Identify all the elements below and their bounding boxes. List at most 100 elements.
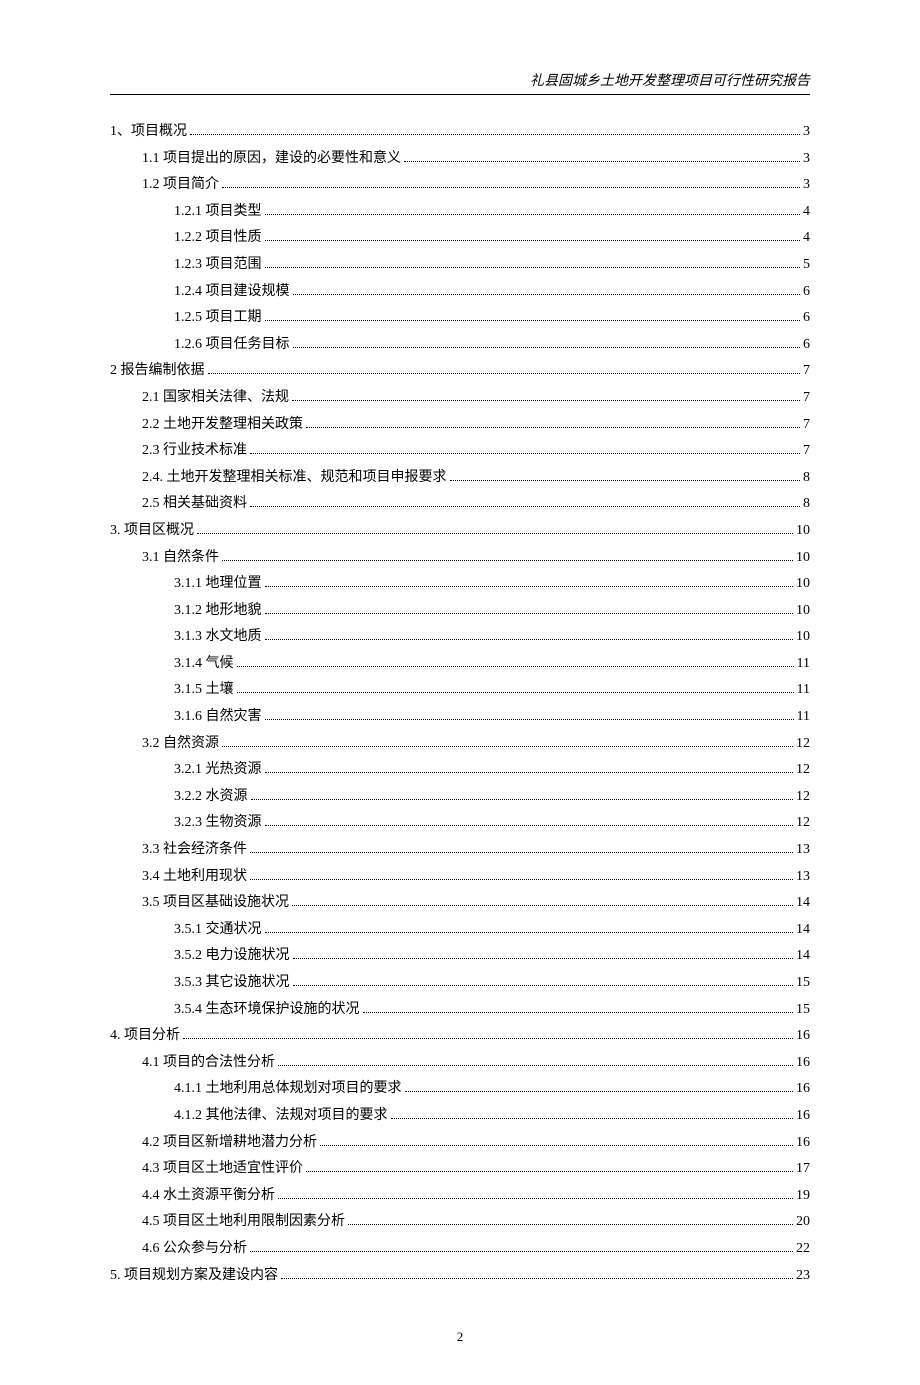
- toc-entry[interactable]: 3.2.1 光热资源12: [110, 757, 810, 784]
- toc-entry[interactable]: 3.5.2 电力设施状况14: [110, 943, 810, 970]
- toc-entry[interactable]: 2.3 行业技术标准7: [110, 438, 810, 465]
- toc-entry[interactable]: 2.4. 土地开发整理相关标准、规范和项目申报要求8: [110, 465, 810, 492]
- toc-entry-label: 1.2.6 项目任务目标: [174, 332, 290, 359]
- toc-entry-page: 12: [796, 784, 810, 811]
- toc-entry[interactable]: 3.5.3 其它设施状况15: [110, 970, 810, 997]
- toc-leader-dots: [391, 1118, 794, 1119]
- toc-entry[interactable]: 2 报告编制依据7: [110, 358, 810, 385]
- toc-leader-dots: [450, 480, 801, 481]
- toc-entry[interactable]: 3.4 土地利用现状13: [110, 864, 810, 891]
- document-header-title: 礼县固城乡土地开发整理项目可行性研究报告: [110, 70, 810, 90]
- toc-entry[interactable]: 4.3 项目区土地适宜性评价17: [110, 1156, 810, 1183]
- toc-entry[interactable]: 3.1.3 水文地质 10: [110, 624, 810, 651]
- toc-entry[interactable]: 1.2.5 项目工期6: [110, 305, 810, 332]
- toc-entry-page: 12: [796, 731, 810, 758]
- toc-entry-label: 3.1.1 地理位置: [174, 571, 262, 598]
- toc-entry-label: 2 报告编制依据: [110, 358, 205, 385]
- toc-leader-dots: [348, 1224, 793, 1225]
- toc-entry[interactable]: 1.2.2 项目性质4: [110, 225, 810, 252]
- toc-entry[interactable]: 3.2 自然资源 12: [110, 731, 810, 758]
- toc-entry-label: 3. 项目区概况: [110, 518, 194, 545]
- toc-entry-label: 3.1.3 水文地质: [174, 624, 262, 651]
- toc-entry-label: 4.1 项目的合法性分析: [142, 1050, 275, 1077]
- toc-entry[interactable]: 4. 项目分析16: [110, 1023, 810, 1050]
- toc-entry[interactable]: 4.4 水土资源平衡分析19: [110, 1183, 810, 1210]
- toc-entry[interactable]: 5. 项目规划方案及建设内容 23: [110, 1263, 810, 1290]
- toc-entry[interactable]: 3.1.2 地形地貌10: [110, 598, 810, 625]
- toc-entry[interactable]: 1.2.6 项目任务目标 6: [110, 332, 810, 359]
- toc-entry[interactable]: 4.6 公众参与分析22: [110, 1236, 810, 1263]
- toc-entry-page: 23: [796, 1263, 810, 1290]
- toc-entry[interactable]: 2.1 国家相关法律、法规7: [110, 385, 810, 412]
- toc-entry-page: 16: [796, 1103, 810, 1130]
- toc-entry-page: 16: [796, 1130, 810, 1157]
- toc-entry[interactable]: 1.2 项目简介3: [110, 172, 810, 199]
- toc-entry[interactable]: 3.5.1 交通状况 14: [110, 917, 810, 944]
- toc-entry-page: 4: [803, 225, 810, 252]
- toc-leader-dots: [250, 453, 800, 454]
- toc-leader-dots: [404, 161, 800, 162]
- toc-entry-page: 6: [803, 305, 810, 332]
- toc-leader-dots: [222, 746, 793, 747]
- toc-entry-label: 1、项目概况: [110, 119, 187, 146]
- toc-leader-dots: [222, 560, 793, 561]
- toc-leader-dots: [363, 1012, 794, 1013]
- toc-leader-dots: [265, 240, 801, 241]
- toc-entry-label: 3.4 土地利用现状: [142, 864, 247, 891]
- toc-entry[interactable]: 1.1 项目提出的原因，建设的必要性和意义3: [110, 146, 810, 173]
- toc-entry[interactable]: 1.2.4 项目建设规模6: [110, 279, 810, 306]
- toc-entry[interactable]: 3.1.4 气候11: [110, 651, 810, 678]
- toc-entry-label: 2.5 相关基础资料: [142, 491, 247, 518]
- toc-entry[interactable]: 3.1.5 土壤11: [110, 677, 810, 704]
- toc-entry-page: 14: [796, 917, 810, 944]
- toc-leader-dots: [237, 692, 794, 693]
- toc-entry[interactable]: 4.5 项目区土地利用限制因素分析20: [110, 1209, 810, 1236]
- toc-leader-dots: [190, 134, 800, 135]
- toc-leader-dots: [183, 1038, 793, 1039]
- toc-entry-page: 6: [803, 279, 810, 306]
- toc-entry-page: 4: [803, 199, 810, 226]
- toc-entry-label: 5. 项目规划方案及建设内容: [110, 1263, 278, 1290]
- toc-entry[interactable]: 1.2.1 项目类型4: [110, 199, 810, 226]
- toc-entry[interactable]: 2.2 土地开发整理相关政策7: [110, 412, 810, 439]
- toc-entry-page: 3: [803, 146, 810, 173]
- toc-entry[interactable]: 1.2.3 项目范围5: [110, 252, 810, 279]
- toc-entry-label: 3.1.4 气候: [174, 651, 234, 678]
- toc-entry[interactable]: 3.1.1 地理位置 10: [110, 571, 810, 598]
- toc-entry-label: 4.1.1 土地利用总体规划对项目的要求: [174, 1076, 402, 1103]
- toc-entry-page: 15: [796, 970, 810, 997]
- toc-entry-page: 10: [796, 571, 810, 598]
- toc-entry[interactable]: 3.2.3 生物资源12: [110, 810, 810, 837]
- toc-entry[interactable]: 3.3 社会经济条件13: [110, 837, 810, 864]
- toc-leader-dots: [197, 533, 793, 534]
- toc-entry-page: 11: [797, 677, 810, 704]
- toc-entry-label: 3.2.1 光热资源: [174, 757, 262, 784]
- toc-entry[interactable]: 3.1.6 自然灾害11: [110, 704, 810, 731]
- toc-entry-page: 8: [803, 491, 810, 518]
- toc-leader-dots: [265, 932, 794, 933]
- toc-entry-label: 3.5.1 交通状况: [174, 917, 262, 944]
- toc-entry[interactable]: 4.1 项目的合法性分析16: [110, 1050, 810, 1077]
- toc-entry-label: 3.2.2 水资源: [174, 784, 248, 811]
- toc-entry-page: 14: [796, 890, 810, 917]
- toc-entry-page: 10: [796, 624, 810, 651]
- toc-entry[interactable]: 3.5 项目区基础设施状况14: [110, 890, 810, 917]
- toc-entry[interactable]: 4.1.1 土地利用总体规划对项目的要求16: [110, 1076, 810, 1103]
- toc-entry[interactable]: 3. 项目区概况10: [110, 518, 810, 545]
- toc-entry-page: 6: [803, 332, 810, 359]
- toc-entry[interactable]: 2.5 相关基础资料 8: [110, 491, 810, 518]
- toc-entry[interactable]: 3.5.4 生态环境保护设施的状况15: [110, 997, 810, 1024]
- toc-entry-label: 4. 项目分析: [110, 1023, 180, 1050]
- toc-leader-dots: [265, 719, 794, 720]
- toc-leader-dots: [251, 799, 794, 800]
- toc-entry[interactable]: 4.1.2 其他法律、法规对项目的要求16: [110, 1103, 810, 1130]
- toc-leader-dots: [222, 187, 800, 188]
- toc-entry-label: 3.2 自然资源: [142, 731, 219, 758]
- toc-entry-page: 14: [796, 943, 810, 970]
- toc-entry[interactable]: 3.2.2 水资源 12: [110, 784, 810, 811]
- toc-entry[interactable]: 3.1 自然条件10: [110, 545, 810, 572]
- toc-entry[interactable]: 1、项目概况3: [110, 119, 810, 146]
- toc-entry[interactable]: 4.2 项目区新增耕地潜力分析16: [110, 1130, 810, 1157]
- toc-entry-page: 7: [803, 412, 810, 439]
- toc-entry-page: 22: [796, 1236, 810, 1263]
